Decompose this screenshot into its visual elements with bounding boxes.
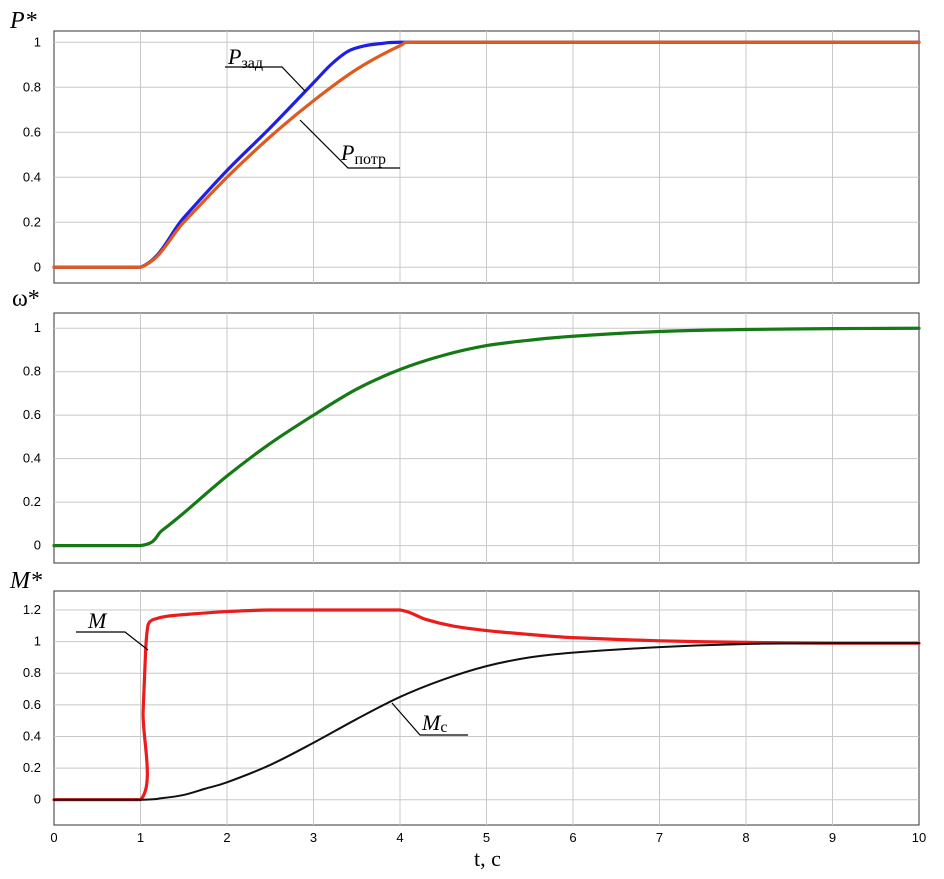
annotation-p-potr: Pпотр <box>299 119 400 169</box>
annotation-p-potr-label: Pпотр <box>340 140 386 168</box>
panel-torque: 0 0.2 0.4 0.6 0.8 1 1.2 0 1 2 3 4 5 6 7 8 9 10 M* M Mc t… <box>9 568 926 871</box>
y-tick-label: 1 <box>34 34 41 49</box>
x-tick-label: 10 <box>912 830 926 845</box>
ylabel-power-text: P* <box>9 8 37 34</box>
y-tick-label: 0.2 <box>23 494 41 509</box>
y-tick-label: 0.2 <box>23 214 41 229</box>
leader-p-potr <box>299 119 400 169</box>
x-tick-label: 2 <box>223 830 230 845</box>
series-line-1-0 <box>52 326 921 548</box>
annotation-p-zad: Pзад <box>225 44 306 92</box>
y-tick-label: 0.8 <box>23 665 41 680</box>
series-torque <box>52 608 921 802</box>
y-tick-label: 0 <box>34 259 41 274</box>
y-tick-label: 0.6 <box>23 407 41 422</box>
y-tick-label: 0 <box>34 538 41 553</box>
y-tick-label: 0.6 <box>23 124 41 139</box>
y-tick-label: 0.4 <box>23 451 41 466</box>
x-tick-label: 1 <box>137 830 144 845</box>
series-line-2-1 <box>53 642 920 801</box>
series-line-2-0 <box>52 608 921 802</box>
x-tick-label: 6 <box>569 830 576 845</box>
leader-p-zad <box>225 66 306 92</box>
x-tick-label: 8 <box>742 830 749 845</box>
y-ticks-torque: 0 0.2 0.4 0.6 0.8 1 1.2 <box>23 602 41 807</box>
ylabel-torque: M* <box>9 568 42 594</box>
x-tick-label: 0 <box>50 830 57 845</box>
y-tick-label: 0.4 <box>23 728 41 743</box>
panel-omega: 0 0.2 0.4 0.6 0.8 1 ω* <box>12 286 921 564</box>
y-tick-label: 0.8 <box>23 364 41 379</box>
y-tick-label: 0 <box>34 792 41 807</box>
y-tick-label: 0.8 <box>23 79 41 94</box>
series-line-0-1 <box>52 40 921 269</box>
leader-m <box>76 631 149 651</box>
annotation-m-label: M <box>87 608 108 633</box>
x-tick-label: 9 <box>829 830 836 845</box>
y-tick-label: 0.6 <box>23 697 41 712</box>
x-ticks-torque: 0 1 2 3 4 5 6 7 8 9 10 <box>50 830 926 845</box>
y-tick-label: 0.2 <box>23 760 41 775</box>
annotation-mc: Mc <box>391 702 468 736</box>
y-tick-label: 1.2 <box>23 602 41 617</box>
panel-power: 0 0.2 0.4 0.6 0.8 1 P* Pзад Pпотр <box>9 8 921 284</box>
y-tick-label: 1 <box>34 320 41 335</box>
ylabel-omega: ω* <box>12 286 40 312</box>
series-power <box>52 40 921 269</box>
annotation-m: M <box>76 608 149 651</box>
ylabel-omega-text: ω* <box>12 286 40 312</box>
leader-mc <box>391 702 468 736</box>
y-ticks-power: 0 0.2 0.4 0.6 0.8 1 <box>23 34 41 274</box>
x-tick-label: 7 <box>656 830 663 845</box>
annotation-p-zad-label: Pзад <box>227 44 263 72</box>
annotation-mc-label: Mc <box>421 710 447 736</box>
grid-torque <box>54 591 919 825</box>
series-omega <box>52 326 921 548</box>
ylabel-power: P* <box>9 8 37 34</box>
xlabel-time-text: t, c <box>474 846 501 871</box>
y-tick-label: 1 <box>34 634 41 649</box>
y-tick-label: 0.4 <box>23 169 41 184</box>
grid-power <box>54 31 919 283</box>
xlabel-time: t, c <box>474 846 501 871</box>
x-tick-label: 5 <box>483 830 490 845</box>
ylabel-torque-text: M* <box>9 568 42 594</box>
x-tick-label: 4 <box>396 830 403 845</box>
x-tick-label: 3 <box>310 830 317 845</box>
y-ticks-omega: 0 0.2 0.4 0.6 0.8 1 <box>23 320 41 552</box>
